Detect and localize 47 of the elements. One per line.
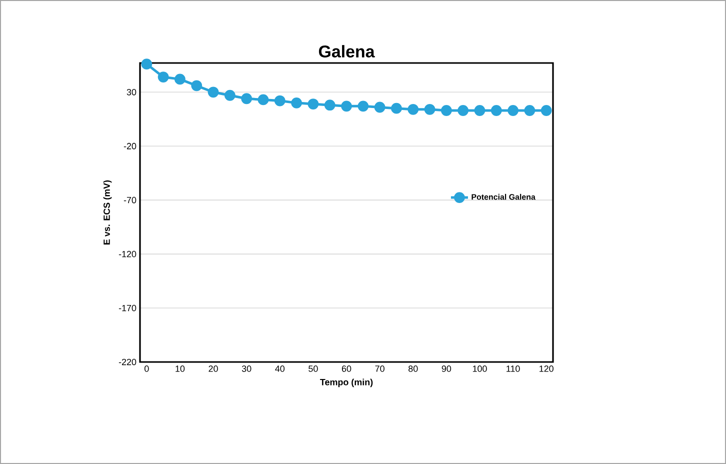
point [524, 105, 536, 116]
x-tick-label: 80 [408, 366, 418, 372]
x-tick-label: 120 [540, 366, 554, 372]
point [508, 105, 518, 116]
y-tick-label: -20 [124, 142, 136, 150]
point [540, 105, 552, 116]
point [424, 104, 436, 115]
point [358, 100, 369, 112]
point [474, 105, 486, 116]
point [490, 105, 502, 116]
x-tick-label: 60 [342, 366, 352, 372]
point [440, 105, 452, 116]
y-axis-title: E vs. ECS (mV) [103, 180, 112, 244]
point [374, 102, 386, 113]
y-tick-label: -170 [118, 304, 136, 312]
point [258, 94, 269, 106]
point [191, 80, 202, 92]
y-tick-label: -220 [118, 358, 136, 366]
point [391, 102, 402, 114]
x-tick-label: 30 [242, 366, 252, 372]
x-tick-label: 110 [506, 366, 520, 372]
point [208, 86, 219, 98]
point [241, 93, 252, 104]
x-tick-label: 70 [375, 366, 384, 372]
point [158, 72, 169, 82]
y-tick-label: -70 [124, 196, 136, 204]
point [341, 100, 352, 112]
chart-title: Galena [318, 45, 375, 58]
point [324, 100, 336, 111]
point [224, 90, 236, 101]
x-tick-label: 100 [472, 366, 487, 372]
x-tick-label: 50 [308, 366, 318, 372]
y-tick-label: -120 [118, 250, 136, 258]
x-tick-label: 90 [442, 366, 452, 372]
point [274, 95, 286, 106]
point [141, 58, 152, 70]
x-tick-label: 10 [176, 366, 185, 372]
y-tick-label: 30 [126, 88, 136, 96]
point [308, 98, 319, 110]
point [408, 104, 419, 115]
x-tick-label: 0 [144, 366, 149, 372]
point [291, 97, 302, 108]
x-tick-label: 40 [275, 366, 285, 372]
point [458, 105, 469, 116]
point [174, 74, 186, 85]
x-axis-title: Tempo (min) [320, 378, 373, 388]
x-tick-label: 20 [208, 366, 218, 372]
